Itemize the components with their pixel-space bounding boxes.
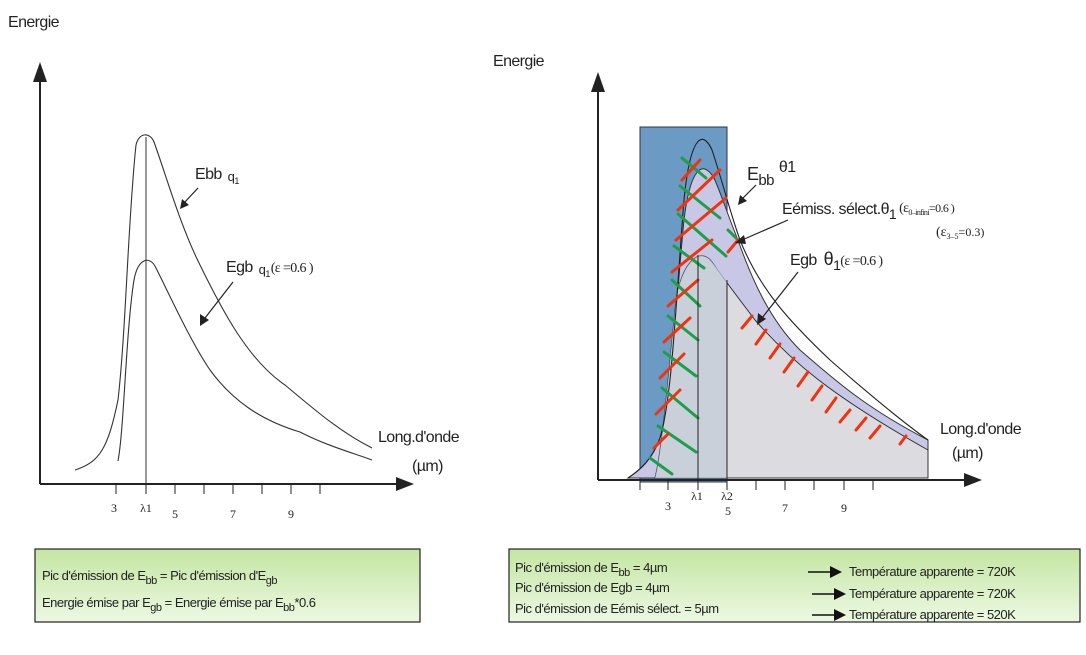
hatch-line [660,386,700,420]
right-info-arrowhead-3-icon [834,609,846,621]
left-info-line-2: Energie émise par Egb = Energie émise pa… [42,595,316,614]
hatch-line [676,168,722,212]
hatch-line [782,356,796,374]
hatch-line [658,352,686,380]
left-x-axis-arrow-icon [396,477,414,491]
right-diagram: Energie 3 λ1 λ2 5 7 9 Ebbθ1 Eémiss. séle… [493,53,1022,518]
right-arrow-ebb [741,184,757,200]
hatch-lines [648,156,908,476]
hatch-line [666,278,700,308]
hatch-line [680,158,702,182]
left-x-axis-label: Long.d'onde [378,429,460,446]
left-y-axis-arrow-icon [33,62,47,82]
right-label-select-eps2: (ε3–5=0.3) [936,225,984,241]
left-diagram: Energie 3 λ1 5 7 9 Ebb q1 Egb q1(ε =0.6 ) … [8,14,460,521]
right-y-axis-arrow-icon [591,72,605,92]
egb-area-band-part [655,255,727,478]
left-arrow-egb [204,281,234,319]
right-tick-label: 7 [782,501,788,515]
right-tick-label: 3 [665,499,671,513]
hatch-line [670,238,714,274]
left-tick-marks [115,484,321,494]
hatch-line [674,196,728,242]
left-info-line-1: Pic d'émission de Ebb = Pic d'émission d… [42,568,277,587]
right-tick-label: λ1 [691,489,703,503]
left-curve-ebb [74,134,373,471]
right-tick-label: 5 [725,504,731,518]
right-arrow-select [741,219,789,241]
right-info-arrowhead-1-icon [830,566,842,578]
right-x-axis-arrow-icon [964,473,982,487]
right-info-row-2-left: Pic d'émission de Egb = 4µm [515,580,669,595]
left-curve-egb [117,259,373,462]
hatch-line [854,416,868,432]
right-info-box-bg [508,548,1081,623]
hatch-line [768,342,782,360]
left-info-box: Pic d'émission de Ebb = Pic d'émission d… [34,548,421,623]
left-label-egb: Egb q1(ε =0.6 ) [226,259,314,279]
hatch-line [824,396,838,414]
hatch-line [796,370,810,388]
right-info-row-1-right: Température apparente = 720K [849,564,1016,579]
right-arrowhead-egb-icon [757,313,766,325]
right-x-axis-unit: (µm) [952,445,983,462]
right-info-box: Pic d'émission de Ebb = 4µm Pic d'émissi… [508,548,1081,623]
hatch-line [652,432,670,450]
left-tick-label: λ1 [140,501,152,515]
hatch-line [868,424,882,440]
left-tick-label: 5 [172,507,178,521]
left-arrowhead-ebb-icon [180,199,189,209]
left-arrow-ebb [183,187,199,204]
right-tick-marks [639,480,874,490]
hatch-line [656,424,698,454]
left-tick-label: 7 [230,507,236,521]
hatch-line [838,408,852,424]
right-y-axis-label: Energie [493,53,545,70]
hatch-line [898,434,908,446]
hatch-line [678,184,722,220]
hatch-line [648,456,674,476]
hatch-line [676,212,728,258]
right-info-row-2-right: Température apparente = 720K [849,586,1016,601]
hatch-line [740,314,754,330]
hatch-line [810,384,824,402]
hatch-line [666,314,700,342]
left-y-axis-label: Energie [8,14,60,31]
right-info-arrowhead-2-icon [834,588,846,600]
right-label-ebb: Ebbθ1 [747,159,796,189]
left-x-axis-unit: (µm) [412,458,443,475]
right-info-row-1-left: Pic d'émission de Ebb = 4µm [515,560,667,579]
left-info-box-bg [34,548,421,623]
left-tick-label: 9 [288,507,294,521]
left-tick-label: 3 [111,501,117,515]
hatch-line [754,328,768,346]
hatch-line [662,316,692,344]
left-arrowhead-egb-icon [200,314,209,326]
right-label-select: Eémiss. sélect.θ1 (ε0–infini=0.6 ) [782,201,955,222]
right-arrow-egb [761,271,799,319]
right-x-axis-label: Long.d'onde [940,421,1022,438]
right-arrowhead-select-icon [735,235,746,244]
hatch-line [654,388,682,416]
left-label-ebb: Ebb q1 [195,166,239,186]
hatch-line [670,278,702,308]
right-arrowhead-ebb-icon [738,195,747,205]
right-label-egb: Egb θ1(ε =0.6 ) [790,249,883,273]
right-tick-label: λ2 [721,489,733,503]
hatch-line [662,350,698,378]
right-curve-ebb [627,138,929,479]
right-info-row-3-right: Température apparente = 520K [849,607,1016,622]
right-info-row-3-left: Pic d'émission de Eémis sélect. = 5µm [515,601,719,616]
right-tick-label: 9 [841,501,847,515]
